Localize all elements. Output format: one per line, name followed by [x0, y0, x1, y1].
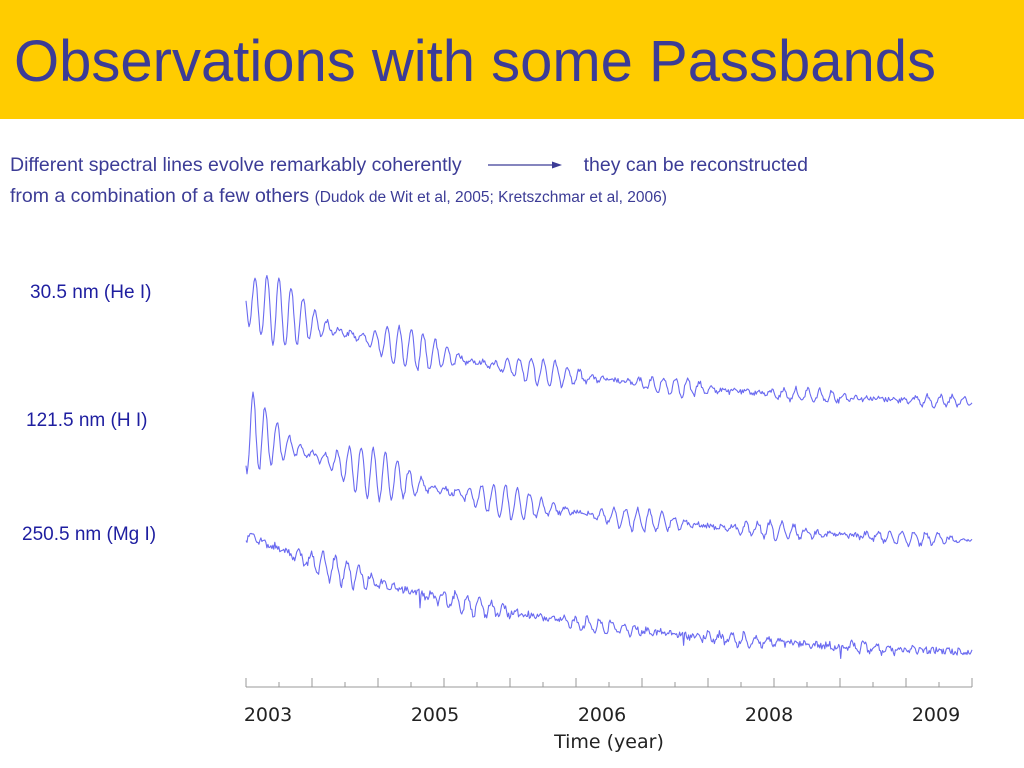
series-label-h: 121.5 nm (H I)	[26, 410, 148, 431]
series-line-2	[245, 532, 973, 660]
x-tick-label: 2006	[578, 704, 626, 726]
intro-text: Different spectral lines evolve remarkab…	[10, 150, 1010, 212]
intro-part-2: they can be reconstructed	[583, 154, 808, 176]
x-tick-label: 2005	[411, 704, 459, 726]
x-tick-label: 2009	[912, 704, 960, 726]
series-label-mg: 250.5 nm (Mg I)	[22, 524, 157, 545]
x-tick-label: 2008	[745, 704, 793, 726]
slide-title: Observations with some Passbands	[14, 29, 936, 94]
series-label-he: 30.5 nm (He I)	[30, 282, 152, 303]
intro-line-1: Different spectral lines evolve remarkab…	[10, 150, 1010, 181]
intro-part-3: from a combination of a few others	[10, 185, 310, 207]
x-tick-label: 2003	[244, 704, 292, 726]
right-arrow-icon	[487, 160, 562, 170]
series-layer	[245, 274, 973, 660]
x-axis	[245, 678, 973, 688]
intro-part-1: Different spectral lines evolve remarkab…	[10, 154, 462, 176]
series-line-0	[245, 274, 973, 409]
intro-references: (Dudok de Wit et al, 2005; Kretszchmar e…	[314, 189, 667, 206]
title-banner: Observations with some Passbands	[0, 0, 1024, 119]
series-line-1	[245, 391, 973, 548]
intro-line-2: from a combination of a few others (Dudo…	[10, 181, 1010, 212]
x-axis-title: Time (year)	[553, 731, 664, 753]
x-tick-labels: 2003 2005 2006 2008 2009	[244, 704, 960, 726]
